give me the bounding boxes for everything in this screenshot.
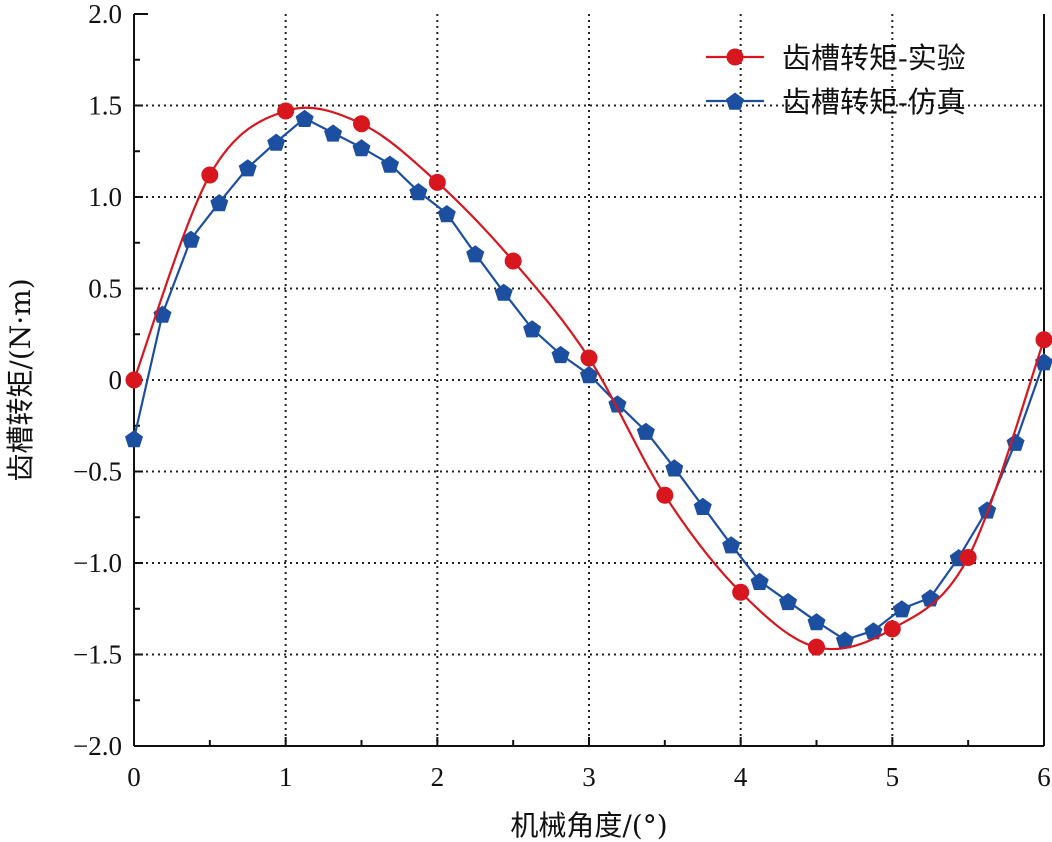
- data-point: [636, 422, 655, 440]
- x-tick-label: 6: [1037, 762, 1051, 792]
- data-point: [732, 583, 750, 601]
- legend-item-experiment: 齿槽转矩-实验: [706, 41, 966, 75]
- data-point: [779, 592, 798, 611]
- y-tick-label: −2.0: [73, 731, 122, 761]
- series-layer: [125, 102, 1052, 656]
- data-point: [1035, 331, 1052, 349]
- data-point: [808, 638, 825, 656]
- x-tick-label: 5: [886, 762, 900, 792]
- data-point: [921, 589, 940, 607]
- data-point: [835, 631, 854, 649]
- legend-label: 齿槽转矩-实验: [782, 41, 966, 75]
- data-point: [125, 430, 143, 448]
- y-tick-label: −1.0: [73, 548, 122, 578]
- data-point: [883, 620, 901, 638]
- data-point: [428, 173, 446, 191]
- data-point: [665, 459, 684, 477]
- data-point: [353, 115, 370, 133]
- x-tick-label: 1: [279, 762, 293, 792]
- data-point: [807, 613, 826, 631]
- series-simulation: [125, 109, 1052, 649]
- data-point: [750, 572, 769, 590]
- x-axis-title: 机械角度/(°): [510, 809, 667, 842]
- data-point: [959, 549, 977, 567]
- legend-marker: [726, 48, 744, 66]
- y-axis-title: 齿槽转矩/(N·m): [4, 278, 37, 481]
- data-point: [238, 159, 257, 177]
- data-point: [295, 109, 314, 127]
- data-point: [504, 252, 522, 270]
- y-tick-label: 0.5: [88, 274, 122, 304]
- data-point: [267, 133, 286, 151]
- data-point: [466, 245, 485, 263]
- data-point: [210, 194, 229, 212]
- data-point: [324, 124, 343, 142]
- y-tick-label: 2.0: [88, 0, 122, 29]
- data-point: [380, 155, 399, 173]
- data-point: [580, 349, 598, 367]
- y-tick-label: 1.0: [88, 182, 122, 212]
- data-point: [551, 345, 570, 364]
- data-point: [352, 139, 371, 157]
- data-point: [277, 102, 295, 120]
- data-point: [656, 486, 674, 504]
- axes: 2.01.51.00.50−0.5−1.0−1.5−2.00 1 2 3 4 5 6: [73, 0, 1051, 792]
- y-tick-label: 1.5: [88, 91, 122, 121]
- y-tick-label: −0.5: [73, 457, 122, 487]
- x-tick-label: 0: [127, 762, 141, 792]
- legend-label: 齿槽转矩-仿真: [782, 85, 966, 119]
- data-point: [523, 320, 542, 338]
- data-point: [409, 183, 428, 201]
- legend-item-simulation: 齿槽转矩-仿真: [706, 85, 966, 119]
- y-tick-label: 0: [109, 365, 123, 395]
- data-point: [864, 622, 883, 640]
- data-point: [125, 371, 143, 389]
- series-experiment: [125, 102, 1052, 656]
- data-point: [201, 166, 219, 184]
- data-point: [494, 283, 513, 301]
- data-point: [892, 600, 911, 618]
- data-point: [181, 230, 200, 248]
- data-point: [437, 205, 456, 223]
- x-tick-label: 2: [431, 762, 445, 792]
- x-tick-label: 3: [582, 762, 596, 792]
- data-point: [693, 497, 712, 515]
- y-tick-label: −1.5: [73, 640, 122, 670]
- legend-marker: [726, 92, 744, 110]
- data-point: [580, 366, 598, 384]
- x-tick-label: 4: [734, 762, 748, 792]
- data-point: [722, 536, 741, 554]
